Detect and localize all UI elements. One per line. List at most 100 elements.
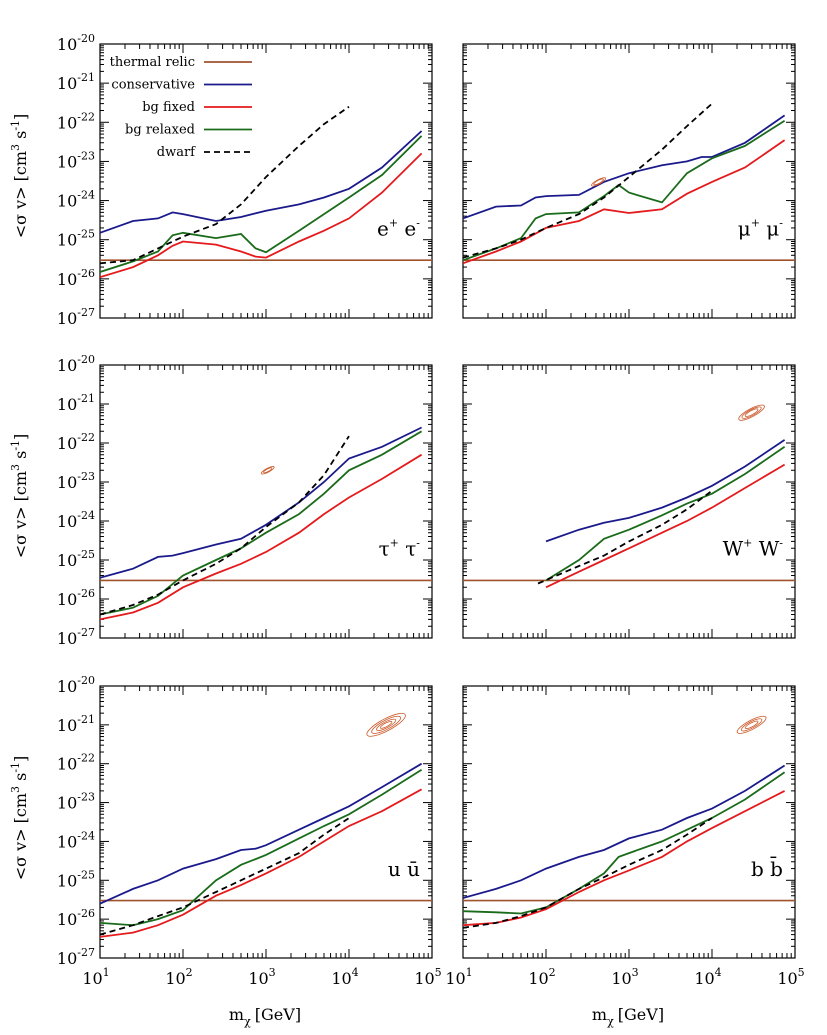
legend-label: bg relaxed [125, 123, 195, 138]
series-conservative [100, 762, 423, 905]
panel-5: 10-27 10-26 10-25 10-24 10-23 10-22 10-21 10-20… [57, 674, 442, 988]
plot-frame [462, 364, 796, 639]
channel-label: μ+ μ- [738, 216, 784, 240]
y-tick-label: 10-23 [57, 470, 95, 492]
y-tick-label: 10-27 [57, 626, 95, 648]
y-tick-label: 10-21 [57, 392, 95, 414]
y-tick-label: 10-27 [57, 946, 95, 968]
y-tick-label: 10-24 [57, 509, 95, 531]
y-axis-title-row-2: <σ v> [cm3 s-1] [9, 434, 30, 559]
y-tick-label: 10-23 [57, 149, 95, 171]
fit-contour [736, 715, 767, 734]
channel-label: u ū [388, 857, 420, 881]
x-tick-label: 104 [331, 966, 358, 988]
plot-area [463, 102, 795, 265]
x-tick-label: 104 [694, 966, 721, 988]
svg-text:<σ v> [cm3 s-1]: <σ v> [cm3 s-1] [9, 114, 30, 239]
fit-contour [379, 721, 393, 729]
plot-frame [99, 685, 433, 959]
panel-2: μ+ μ- [462, 43, 796, 319]
fit-contour [738, 404, 765, 421]
series-dwarf [100, 105, 350, 265]
y-tick-label: 10-25 [57, 868, 95, 890]
plot-area [463, 715, 795, 929]
y-tick-label: 10-20 [57, 674, 95, 696]
y-tick-label: 10-23 [57, 791, 95, 813]
x-tick-label: 103 [611, 966, 638, 988]
series-dwarf [463, 102, 713, 259]
series-bg-relaxed [463, 119, 786, 262]
series-bg-fixed [100, 152, 423, 279]
x-tick-label: 102 [528, 966, 555, 988]
y-tick-label: 10-22 [57, 110, 95, 132]
x-tick-label: 101 [445, 966, 472, 988]
x-tick-label: 101 [82, 966, 109, 988]
panel-1: 10-27 10-26 10-25 10-24 10-23 10-22 10-21 10-20… [57, 32, 433, 328]
panels: 10-27 10-26 10-25 10-24 10-23 10-22 10-21 10-20… [57, 32, 805, 988]
fit-contour [263, 467, 273, 474]
x-axis-title-right: mχ [GeV] [592, 1005, 664, 1028]
x-tick-label: 105 [777, 966, 804, 988]
series-conservative [545, 439, 786, 543]
legend-label: thermal relic [110, 55, 195, 70]
plot-area [100, 426, 432, 621]
channel-label: W+ W- [723, 537, 784, 561]
fit-contour [593, 178, 604, 186]
panel-4: W+ W- [462, 364, 796, 639]
fit-contour [744, 720, 759, 730]
y-tick-label: 10-24 [57, 829, 95, 851]
legend: thermal relic conservative bg fixed bg rela… [110, 55, 252, 160]
fit-contour [591, 177, 607, 187]
plot-frame [462, 43, 796, 319]
series-dwarf [537, 489, 713, 585]
x-tick-label: 105 [414, 966, 441, 988]
channel-label: τ+ τ- [379, 537, 421, 561]
legend-label: conservative [111, 78, 195, 93]
series-bg-relaxed [463, 771, 786, 915]
svg-text:<σ v> [cm3 s-1]: <σ v> [cm3 s-1] [9, 756, 30, 881]
y-tick-label: 10-22 [57, 431, 95, 453]
y-tick-label: 10-27 [57, 306, 95, 328]
series-bg-relaxed [100, 135, 423, 273]
fit-contour [744, 408, 759, 417]
plot-area [100, 713, 432, 938]
y-tick-label: 10-26 [57, 587, 95, 609]
series-bg-relaxed [545, 446, 786, 582]
series-bg-fixed [463, 139, 786, 265]
series-conservative [100, 130, 423, 234]
panel-3: 10-27 10-26 10-25 10-24 10-23 10-22 10-21 10-20… [57, 353, 433, 648]
series-bg-fixed [100, 453, 423, 621]
fit-contour [741, 406, 762, 419]
y-tick-label: 10-21 [57, 71, 95, 93]
channel-label: b b̄ [751, 856, 783, 881]
series-bg-fixed [463, 790, 786, 927]
y-tick-label: 10-25 [57, 548, 95, 570]
x-tick-label: 102 [165, 966, 192, 988]
y-tick-label: 10-20 [57, 353, 95, 375]
y-tick-label: 10-24 [57, 189, 95, 211]
series-dwarf [100, 435, 350, 616]
fit-contour [376, 718, 397, 731]
series-dwarf [100, 817, 350, 936]
y-tick-label: 10-20 [57, 32, 95, 54]
svg-text:<σ v> [cm3 s-1]: <σ v> [cm3 s-1] [9, 434, 30, 559]
series-conservative [463, 114, 786, 220]
fit-contour [366, 713, 406, 737]
y-tick-label: 10-21 [57, 713, 95, 735]
x-tick-label: 103 [248, 966, 275, 988]
fit-contour [371, 715, 401, 734]
series-conservative [463, 764, 786, 899]
fit-contour [260, 466, 275, 475]
panel-6: 101 102 103 104 105 b b̄ [445, 685, 805, 988]
series-conservative [100, 426, 422, 579]
series-bg-relaxed [100, 768, 423, 927]
y-tick-label: 10-25 [57, 228, 95, 250]
series-bg-relaxed [100, 430, 423, 616]
y-axis-title-row-1: <σ v> [cm3 s-1] [9, 114, 30, 239]
x-axis-title-left: mχ [GeV] [229, 1005, 301, 1028]
channel-label: e+ e- [377, 216, 420, 240]
legend-label: dwarf [157, 145, 196, 160]
y-tick-label: 10-26 [57, 267, 95, 289]
y-axis-title-row-3: <σ v> [cm3 s-1] [9, 756, 30, 881]
